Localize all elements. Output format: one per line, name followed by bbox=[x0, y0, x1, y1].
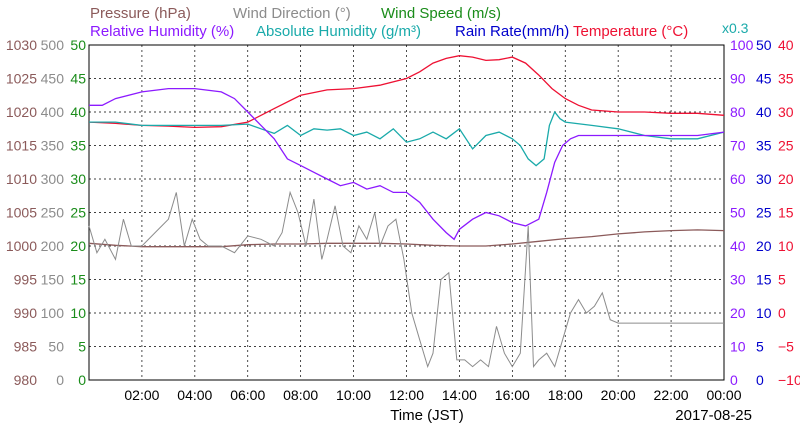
y-tick-label-wind-speed: 30 bbox=[70, 171, 86, 187]
y-tick-label-wind-speed: 40 bbox=[70, 104, 86, 120]
y-tick-label-rain-rate: 20 bbox=[756, 238, 772, 254]
y-tick-label-pressure: 995 bbox=[14, 272, 38, 288]
series-layer bbox=[88, 55, 725, 369]
x-tick-label: 02:00 bbox=[124, 387, 159, 403]
x-tick-label: 12:00 bbox=[389, 387, 424, 403]
y-tick-label-relative-humidity: 40 bbox=[730, 238, 746, 254]
y-tick-label-pressure: 980 bbox=[14, 372, 38, 388]
y-tick-label-rain-rate: 5 bbox=[756, 339, 764, 355]
y-tick-label-wind-direction: 500 bbox=[41, 37, 65, 53]
y-tick-label-wind-direction: 400 bbox=[41, 104, 65, 120]
y-tick-label-relative-humidity: 70 bbox=[730, 138, 746, 154]
legend-wind-direction: Wind Direction (°) bbox=[233, 5, 351, 22]
y-tick-label-relative-humidity: 80 bbox=[730, 104, 746, 120]
y-tick-label-wind-speed: 15 bbox=[70, 272, 86, 288]
legend-wind-speed: Wind Speed (m/s) bbox=[381, 5, 501, 22]
x-tick-label: 04:00 bbox=[177, 387, 212, 403]
y-tick-label-temperature: 5 bbox=[778, 272, 786, 288]
y-tick-label-pressure: 1015 bbox=[6, 138, 37, 154]
y-tick-label-pressure: 1020 bbox=[6, 104, 37, 120]
y-tick-label-pressure: 1025 bbox=[6, 71, 37, 87]
y-tick-label-relative-humidity: 60 bbox=[730, 171, 746, 187]
y-tick-label-rain-rate: 45 bbox=[756, 71, 772, 87]
y-tick-label-rain-rate: 25 bbox=[756, 205, 772, 221]
x-tick-label: 14:00 bbox=[442, 387, 477, 403]
y-tick-label-wind-speed: 0 bbox=[78, 372, 86, 388]
y-tick-label-pressure: 1000 bbox=[6, 238, 37, 254]
y-tick-label-temperature: 30 bbox=[778, 104, 794, 120]
y-tick-label-wind-direction: 250 bbox=[41, 205, 65, 221]
y-tick-label-relative-humidity: 90 bbox=[730, 71, 746, 87]
y-tick-label-wind-speed: 10 bbox=[70, 305, 86, 321]
x-tick-label: 06:00 bbox=[230, 387, 265, 403]
y-tick-label-rain-rate: 15 bbox=[756, 272, 772, 288]
y-tick-label-wind-speed: 45 bbox=[70, 71, 86, 87]
y-tick-label-temperature: 15 bbox=[778, 205, 794, 221]
y-tick-label-wind-direction: 100 bbox=[41, 305, 65, 321]
y-tick-label-rain-rate: 0 bbox=[756, 372, 764, 388]
legend-temperature: Temperature (°C) bbox=[573, 23, 688, 40]
x-tick-label: 22:00 bbox=[654, 387, 689, 403]
x-tick-label: 10:00 bbox=[336, 387, 371, 403]
series-line-pressure bbox=[88, 229, 725, 248]
date-label: 2017-08-25 bbox=[675, 407, 752, 424]
y-tick-label-wind-direction: 150 bbox=[41, 272, 65, 288]
series-line-wind-direction bbox=[88, 190, 724, 369]
x-tick-label: 00:00 bbox=[706, 387, 741, 403]
y-tick-label-rain-rate: 50 bbox=[756, 37, 772, 53]
y-tick-label-rain-rate: 10 bbox=[756, 305, 772, 321]
axis-ticks: 02:00 04:00 06:00 08:00 10:00 12:00 14:00 16:00… bbox=[6, 37, 800, 403]
x-tick-label: 08:00 bbox=[283, 387, 318, 403]
y-tick-label-rain-rate: 40 bbox=[756, 104, 772, 120]
y-tick-label-temperature: 25 bbox=[778, 138, 794, 154]
x-tick-label: 18:00 bbox=[548, 387, 583, 403]
legend-pressure: Pressure (hPa) bbox=[90, 5, 191, 22]
x-tick-label: 16:00 bbox=[495, 387, 530, 403]
legend-rain-rate: Rain Rate(mm/h) bbox=[455, 23, 569, 40]
y-tick-label-pressure: 1030 bbox=[6, 37, 37, 53]
y-tick-label-wind-speed: 35 bbox=[70, 138, 86, 154]
legend-relative-humidity: Relative Humidity (%) bbox=[90, 23, 234, 40]
y-tick-label-wind-direction: 200 bbox=[41, 238, 65, 254]
y-tick-label-wind-speed: 50 bbox=[70, 37, 86, 53]
y-tick-label-pressure: 1010 bbox=[6, 171, 37, 187]
y-tick-label-wind-direction: 300 bbox=[41, 171, 65, 187]
y-tick-label-wind-direction: 450 bbox=[41, 71, 65, 87]
series-line-temperature bbox=[88, 55, 725, 129]
y-tick-label-wind-speed: 20 bbox=[70, 238, 86, 254]
y-tick-label-pressure: 990 bbox=[14, 305, 38, 321]
y-tick-label-pressure: 985 bbox=[14, 339, 38, 355]
y-tick-label-temperature: −10 bbox=[778, 372, 800, 388]
series-line-wind-speed bbox=[89, 110, 725, 167]
y-tick-label-rain-rate: 30 bbox=[756, 171, 772, 187]
y-tick-label-relative-humidity: 20 bbox=[730, 305, 746, 321]
x-axis-title: Time (JST) bbox=[390, 407, 464, 424]
legend-absolute-humidity: Absolute Humidity (g/m³) bbox=[256, 23, 421, 40]
y-tick-label-temperature: −5 bbox=[778, 339, 794, 355]
y-tick-label-relative-humidity: 0 bbox=[730, 372, 738, 388]
y-tick-label-relative-humidity: 100 bbox=[730, 37, 754, 53]
y-tick-label-relative-humidity: 50 bbox=[730, 205, 746, 221]
y-tick-label-wind-direction: 50 bbox=[48, 339, 64, 355]
y-tick-label-temperature: 40 bbox=[778, 37, 794, 53]
y-tick-label-rain-rate: 35 bbox=[756, 138, 772, 154]
y-tick-label-wind-direction: 0 bbox=[56, 372, 64, 388]
grid bbox=[89, 45, 724, 380]
y-tick-label-temperature: 0 bbox=[778, 305, 786, 321]
y-tick-label-relative-humidity: 30 bbox=[730, 272, 746, 288]
x-tick-label: 20:00 bbox=[601, 387, 636, 403]
y-tick-label-wind-speed: 25 bbox=[70, 205, 86, 221]
series-line-relative-humidity bbox=[89, 87, 725, 241]
y-tick-label-temperature: 20 bbox=[778, 171, 794, 187]
y-tick-label-relative-humidity: 10 bbox=[730, 339, 746, 355]
y-tick-label-wind-direction: 350 bbox=[41, 138, 65, 154]
y-tick-label-wind-speed: 5 bbox=[78, 339, 86, 355]
legend-scale-note: x0.3 bbox=[722, 20, 749, 36]
y-tick-label-temperature: 35 bbox=[778, 71, 794, 87]
y-tick-label-temperature: 10 bbox=[778, 238, 794, 254]
y-tick-label-pressure: 1005 bbox=[6, 205, 37, 221]
